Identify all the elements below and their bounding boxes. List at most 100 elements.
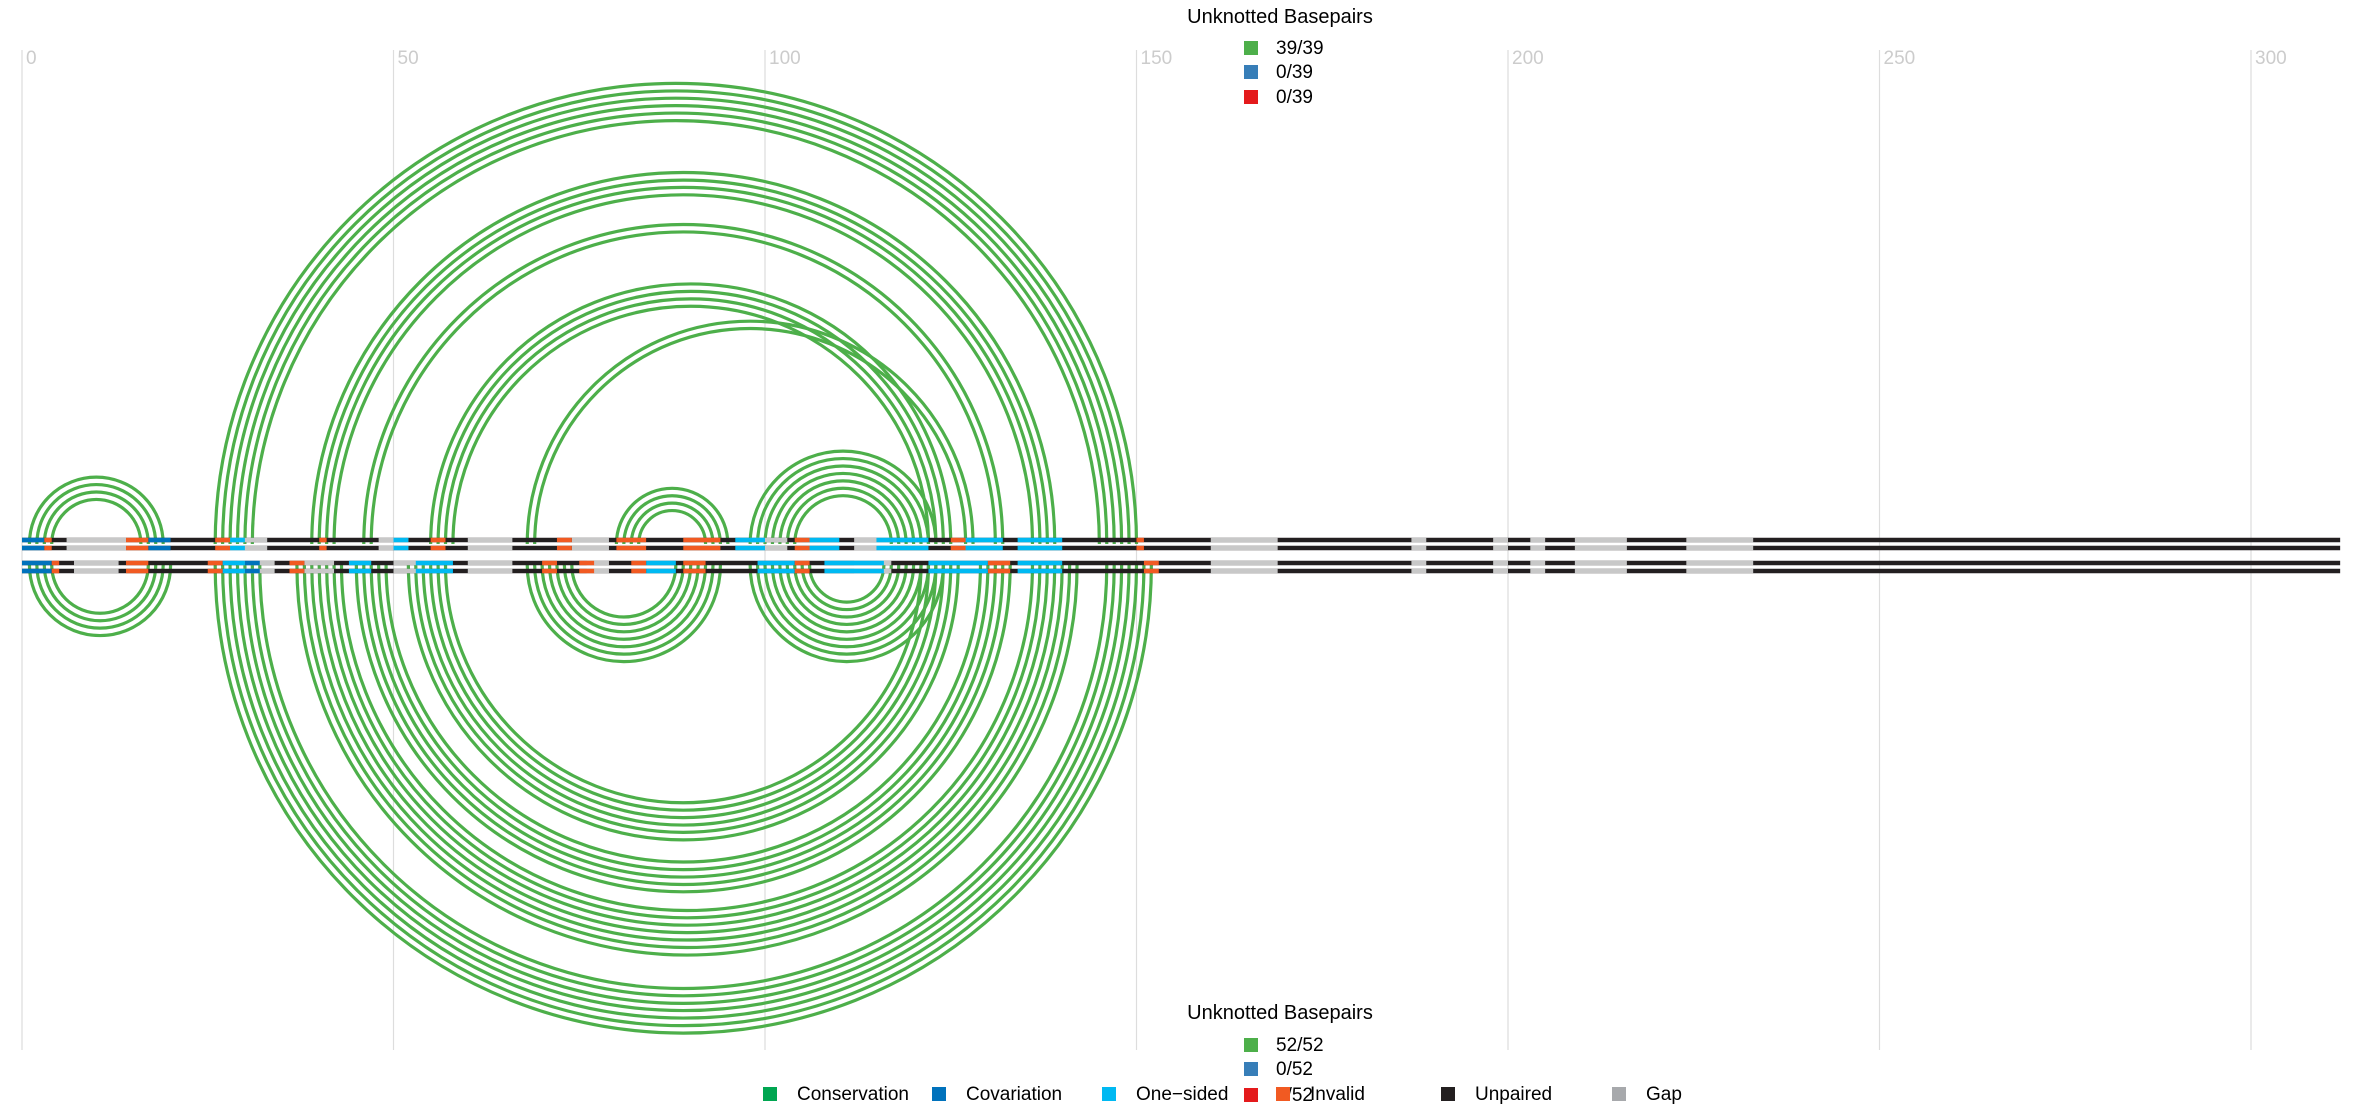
top-arc — [443, 297, 938, 545]
bottom-arc — [800, 564, 893, 612]
top-arc — [27, 475, 165, 545]
bottom-arc — [35, 564, 165, 630]
bottom-arc — [384, 564, 983, 864]
top-arc — [317, 178, 1049, 545]
bottom-arc — [213, 564, 1153, 1035]
bottom-arc — [807, 564, 886, 604]
top-legend-title: Unknotted Basepairs — [1187, 6, 1373, 28]
bottom-arc — [570, 564, 678, 619]
bottom-arc — [436, 564, 931, 812]
bottom-arc — [443, 564, 923, 805]
bottom-arc — [332, 564, 1042, 920]
top-arc — [436, 289, 945, 545]
bottom-legend-swatch-covarying — [1244, 1062, 1258, 1076]
top-arc — [429, 282, 953, 545]
bottom-arc — [50, 564, 150, 615]
bottom-arc — [317, 564, 1057, 935]
bottom-arc — [793, 564, 901, 619]
key-label-invalid: Invalid — [1310, 1084, 1365, 1105]
top-legend-swatch-covarying — [1244, 65, 1258, 79]
bottom-arc — [755, 564, 938, 656]
key-swatch-unpaired — [1441, 1087, 1455, 1101]
key-label-unpaired: Unpaired — [1475, 1084, 1552, 1105]
tick-label: 200 — [1512, 48, 1544, 69]
top-arc — [525, 319, 975, 545]
tick-label: 0 — [26, 48, 37, 69]
top-legend-swatch-invalid — [1244, 90, 1258, 104]
top-arc — [310, 170, 1057, 545]
bottom-arc — [778, 564, 916, 634]
tick-label: 150 — [1141, 48, 1173, 69]
bottom-arc — [748, 564, 945, 664]
bottom-arc — [785, 564, 908, 627]
top-arc — [533, 326, 968, 545]
top-legend-swatch-conserved — [1244, 41, 1258, 55]
key-label-onesided: One−sided — [1136, 1084, 1228, 1105]
top-arc — [250, 118, 1101, 545]
key-label-covariation: Covariation — [966, 1084, 1062, 1105]
bottom-arc — [562, 564, 685, 627]
bottom-arc — [339, 564, 1035, 913]
bottom-arc — [369, 564, 997, 879]
top-arc — [622, 494, 723, 545]
top-arc — [228, 96, 1124, 545]
bottom-legend-title: Unknotted Basepairs — [1187, 1002, 1373, 1024]
top-arc — [629, 501, 715, 545]
key-swatch-gap — [1612, 1087, 1626, 1101]
top-arc — [770, 471, 916, 545]
top-legend: Unknotted Basepairs 39/39 0/39 0/39 — [1187, 6, 1373, 108]
bottom-arc — [325, 564, 1049, 927]
top-arc — [221, 89, 1131, 545]
bottom-arc — [221, 564, 1146, 1028]
top-arc — [50, 497, 143, 545]
key-label-gap: Gap — [1646, 1084, 1682, 1105]
bottom-arc — [525, 564, 723, 664]
top-arc — [793, 494, 893, 545]
top-arc — [35, 482, 158, 545]
bottom-arc — [250, 564, 1116, 998]
top-arc — [614, 486, 730, 545]
key-swatch-conservation — [763, 1087, 777, 1101]
bottom-arc — [377, 564, 990, 872]
top-legend-entry-covarying: 0/39 — [1276, 62, 1313, 83]
bottom-arc — [429, 564, 938, 820]
sequence-tracks — [22, 537, 2341, 574]
bottom-arc — [414, 564, 953, 835]
key-swatch-invalid — [1276, 1087, 1290, 1101]
bottom-arc — [258, 564, 1109, 991]
bottom-arc — [235, 564, 1131, 1013]
bottom-arc — [42, 564, 158, 623]
bottom-arc — [540, 564, 708, 649]
top-arc — [369, 230, 997, 545]
bottom-arc — [547, 564, 700, 641]
key-swatch-covariation — [932, 1087, 946, 1101]
bottom-arc — [302, 564, 1072, 950]
top-arcs — [27, 81, 1139, 545]
tick-label: 250 — [1884, 48, 1916, 69]
top-legend-entry-invalid: 0/39 — [1276, 87, 1313, 108]
bottom-arc — [310, 564, 1064, 942]
bottom-arcs — [27, 564, 1153, 1035]
bottom-arc — [27, 564, 173, 638]
tick-label: 300 — [2255, 48, 2287, 69]
top-arc — [362, 222, 1005, 545]
bottom-arc — [533, 564, 715, 656]
bottom-arc — [354, 564, 1012, 894]
bottom-arc — [770, 564, 923, 641]
color-key: Conservation Covariation One−sided Inval… — [763, 1084, 1682, 1105]
tick-label: 50 — [398, 48, 419, 69]
bottom-arc — [362, 564, 1005, 887]
top-arc — [785, 486, 901, 545]
bottom-legend-swatch-invalid — [1244, 1088, 1258, 1102]
top-arc — [748, 449, 938, 545]
top-arc — [213, 81, 1139, 545]
bottom-legend-entry-conserved: 52/52 — [1276, 1035, 1324, 1056]
bottom-legend-entry-covarying: 0/52 — [1276, 1059, 1313, 1080]
top-arc — [325, 185, 1042, 545]
top-arc — [235, 104, 1116, 545]
top-arc — [755, 457, 931, 545]
top-arc — [332, 193, 1035, 545]
top-arc — [637, 508, 708, 545]
bottom-arc — [295, 564, 1079, 957]
